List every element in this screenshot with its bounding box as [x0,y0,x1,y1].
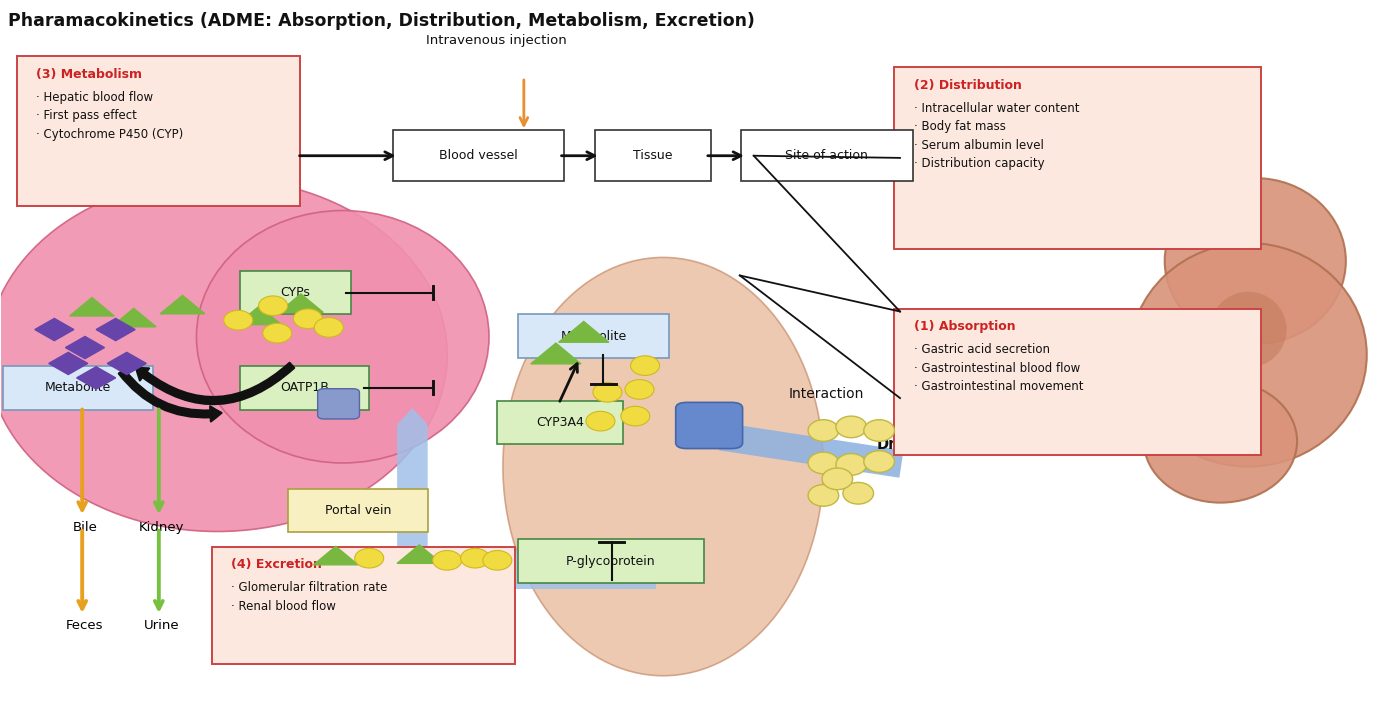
Ellipse shape [503,258,824,675]
Text: P-glycoprotein: P-glycoprotein [567,555,656,568]
Text: (2) Distribution: (2) Distribution [914,79,1022,91]
FancyBboxPatch shape [595,130,711,181]
FancyBboxPatch shape [895,67,1261,250]
Polygon shape [279,294,324,312]
Ellipse shape [1143,380,1297,502]
Ellipse shape [258,296,288,316]
Polygon shape [161,295,205,313]
Text: Interaction: Interaction [789,387,864,401]
Ellipse shape [586,411,616,431]
Text: CYP3A4: CYP3A4 [536,416,584,429]
FancyBboxPatch shape [676,403,743,449]
Text: Urine: Urine [144,619,180,632]
Ellipse shape [621,406,649,426]
Polygon shape [558,321,609,342]
Text: Metabolite: Metabolite [45,382,112,395]
Text: Bile: Bile [73,521,98,534]
Text: · Glomerular filtration rate
· Renal blood flow: · Glomerular filtration rate · Renal blo… [232,581,388,613]
FancyArrowPatch shape [119,369,222,421]
FancyBboxPatch shape [240,271,350,314]
FancyBboxPatch shape [518,539,704,583]
Ellipse shape [625,379,653,399]
Ellipse shape [864,420,895,442]
Text: (4) Excretion: (4) Excretion [232,558,322,571]
Polygon shape [107,353,147,374]
FancyBboxPatch shape [289,489,427,532]
Text: Intravenous injection: Intravenous injection [426,34,567,47]
Ellipse shape [808,452,839,473]
Text: Feces: Feces [66,619,103,632]
Ellipse shape [808,484,839,506]
Ellipse shape [197,211,489,463]
Ellipse shape [262,324,292,343]
Ellipse shape [808,420,839,442]
Text: (3) Metabolism: (3) Metabolism [36,68,142,81]
FancyBboxPatch shape [518,314,669,358]
Polygon shape [396,545,441,563]
Text: Metabolite: Metabolite [560,329,627,342]
Text: OATP1B: OATP1B [281,382,329,395]
Ellipse shape [864,451,895,472]
Text: · Intracellular water content
· Body fat mass
· Serum albumin level
· Distributi: · Intracellular water content · Body fat… [914,101,1079,170]
FancyBboxPatch shape [497,401,623,445]
FancyBboxPatch shape [17,56,300,206]
Ellipse shape [836,416,867,438]
Ellipse shape [843,482,874,504]
Ellipse shape [483,550,512,570]
Text: Site of action: Site of action [786,149,868,162]
FancyBboxPatch shape [318,389,359,419]
Ellipse shape [1129,243,1367,466]
Polygon shape [530,343,581,364]
Polygon shape [66,337,105,358]
Ellipse shape [822,468,853,489]
Ellipse shape [433,550,462,570]
Text: Drugs: Drugs [877,437,926,452]
Text: (1) Absorption: (1) Absorption [914,320,1015,333]
FancyBboxPatch shape [741,130,913,181]
Polygon shape [237,306,282,324]
Text: Blood vessel: Blood vessel [440,149,518,162]
FancyArrowPatch shape [135,363,295,404]
Polygon shape [96,319,135,341]
Ellipse shape [1210,292,1287,367]
FancyArrowPatch shape [708,423,903,478]
Text: Kidney: Kidney [138,521,184,534]
Ellipse shape [293,309,322,329]
Text: · Hepatic blood flow
· First pass effect
· Cytochrome P450 (CYP): · Hepatic blood flow · First pass effect… [36,90,183,141]
Ellipse shape [461,548,490,568]
Ellipse shape [314,318,343,337]
Polygon shape [49,353,88,374]
FancyBboxPatch shape [3,366,154,410]
Ellipse shape [355,548,384,568]
FancyBboxPatch shape [895,308,1261,455]
Ellipse shape [593,382,623,402]
FancyArrowPatch shape [396,408,427,586]
Text: Portal vein: Portal vein [325,504,391,517]
FancyBboxPatch shape [212,547,515,664]
Ellipse shape [0,178,447,531]
Text: Pharamacokinetics (ADME: Absorption, Distribution, Metabolism, Excretion): Pharamacokinetics (ADME: Absorption, Dis… [8,12,755,30]
Ellipse shape [631,355,659,376]
Polygon shape [112,308,156,327]
Text: · Gastric acid secretion
· Gastrointestinal blood flow
· Gastrointestinal moveme: · Gastric acid secretion · Gastrointesti… [914,343,1083,393]
Ellipse shape [1164,178,1346,344]
FancyBboxPatch shape [240,366,369,410]
Text: Tissue: Tissue [632,149,673,162]
FancyBboxPatch shape [392,130,564,181]
Polygon shape [70,298,114,316]
FancyBboxPatch shape [412,550,656,589]
Ellipse shape [836,454,867,475]
Ellipse shape [223,311,253,330]
Polygon shape [314,547,357,565]
Text: CYPs: CYPs [281,286,310,299]
Polygon shape [35,319,74,341]
Polygon shape [77,367,116,389]
